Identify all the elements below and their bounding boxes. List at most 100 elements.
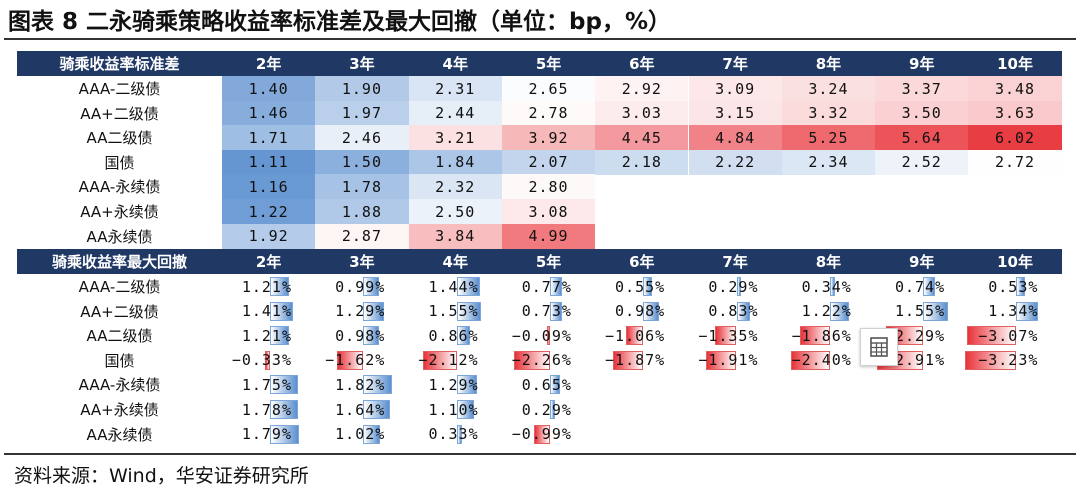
- drawdown-value: 0.98%: [615, 302, 666, 321]
- drawdown-value: 1.21%: [241, 326, 292, 345]
- positive-data-bar: [1016, 277, 1025, 296]
- drawdown-value: 0.74%: [894, 277, 946, 296]
- column-header: 3年: [349, 253, 375, 271]
- column-header: 5年: [535, 253, 562, 271]
- drawdown-value: 1.21%: [241, 277, 292, 296]
- positive-data-bar: [456, 424, 462, 444]
- negative-data-bar: [714, 326, 737, 346]
- heat-cell: 2.44: [408, 100, 502, 126]
- positive-data-bar: [363, 326, 379, 346]
- heat-cell: [689, 199, 782, 224]
- heat-cell: 3.08: [501, 199, 596, 224]
- table-header-row: 骑乘收益率标准差 2年 3年 4年 5年 6年 7年 8年 9年 10年: [17, 51, 1062, 76]
- row-label: AAA-永续债: [78, 178, 161, 197]
- drawdown-value: −2.12%: [418, 351, 479, 370]
- drawdown-value: 1.22%: [801, 302, 852, 321]
- heat-cell: 3.37: [875, 76, 969, 101]
- heat-cell: 1.78: [315, 174, 409, 200]
- table-row: AA永续债 1.92 2.87 3.84 4.99: [17, 223, 1062, 249]
- drawdown-value: 1.29%: [428, 375, 479, 394]
- drawdown-value: 0.98%: [335, 326, 386, 345]
- heat-cell: 4.99: [501, 223, 596, 249]
- heat-cell: 3.03: [595, 100, 689, 126]
- drawdown-value: −1.87%: [605, 351, 666, 370]
- negative-data-bar: [513, 350, 550, 370]
- drawdown-value: 0.99%: [335, 277, 386, 296]
- drawdown-value: 1.02%: [335, 425, 386, 444]
- positive-data-bar: [363, 400, 390, 419]
- heat-cell: 1.97: [315, 100, 409, 126]
- positive-data-bar: [456, 326, 471, 346]
- positive-data-bar: [270, 301, 293, 321]
- drawdown-value: −2.91%: [884, 351, 946, 370]
- heat-cell: 3.48: [968, 76, 1062, 101]
- drawdown-value: −2.40%: [791, 351, 852, 370]
- drawdown-value: 1.34%: [988, 302, 1039, 321]
- heat-cell: 1.16: [222, 174, 316, 200]
- positive-data-bar: [549, 301, 562, 321]
- figure-title: 图表 8 二永骑乘策略收益率标准差及最大回撤（单位：bp，%）: [8, 9, 671, 35]
- drawdown-value: −1.06%: [605, 326, 666, 345]
- positive-data-bar: [829, 301, 850, 321]
- column-header: 10年: [997, 55, 1033, 73]
- row-label: AA+永续债: [80, 401, 159, 419]
- negative-data-bar: [534, 424, 550, 444]
- positive-data-bar: [270, 424, 299, 444]
- heat-cell: [875, 174, 968, 199]
- table-row: AA+永续债 1.78% 1.64% 1.10% 0.29%: [17, 397, 1062, 422]
- heat-cell: 3.21: [408, 125, 502, 151]
- column-header: 4年: [442, 253, 468, 271]
- header-label: 骑乘收益率标准差: [59, 55, 180, 73]
- positive-data-bar: [456, 400, 475, 419]
- negative-data-bar: [626, 326, 644, 346]
- positive-data-bar: [456, 301, 482, 321]
- drawdown-value: 0.33%: [428, 425, 479, 444]
- table-row: AA+永续债 1.22 1.88 2.50 3.08: [17, 199, 1062, 224]
- heat-cell: 2.46: [315, 125, 409, 151]
- table-row: AAA-二级债 1.40 1.90 2.31 2.65 2.92 3.09 3.24 3.37 3…: [17, 76, 1062, 101]
- heat-cell: 5.64: [875, 125, 969, 151]
- drawdown-value: 1.10%: [428, 400, 479, 419]
- heat-cell: 3.32: [781, 100, 876, 126]
- drawdown-value: 0.65%: [521, 375, 572, 394]
- heat-cell: 2.87: [315, 223, 409, 249]
- heat-cell: [595, 199, 688, 224]
- table-grid-icon[interactable]: [860, 328, 898, 366]
- positive-data-bar: [363, 424, 380, 444]
- heat-cell: 3.92: [501, 125, 596, 151]
- negative-data-bar: [800, 326, 830, 346]
- heat-cell: 2.32: [408, 174, 502, 200]
- bottom-rule: [4, 453, 1076, 455]
- negative-data-bar: [546, 326, 550, 346]
- heat-cell: 1.11: [222, 149, 316, 175]
- heat-cell: 1.22: [222, 199, 316, 224]
- heat-cell: 1.84: [408, 149, 502, 175]
- table-row: AA二级债 1.21% 0.98% 0.86% −0.09% −1.06% −1.35% −1…: [17, 323, 1062, 348]
- drawdown-value: 0.55%: [615, 277, 666, 296]
- heat-cell: [782, 199, 875, 224]
- positive-data-bar: [643, 301, 659, 321]
- negative-data-bar: [705, 350, 737, 370]
- heat-cell: [595, 224, 688, 249]
- drawdown-value: −3.07%: [978, 326, 1039, 345]
- drawdown-value: 1.29%: [335, 302, 386, 321]
- heat-cell: 1.40: [222, 76, 316, 101]
- row-label: AA二级债: [86, 129, 153, 148]
- table-row: AA+二级债 1.46 1.97 2.44 2.78 3.03 3.15 3.32 3.50 3.…: [17, 100, 1062, 126]
- drawdown-value: 0.73%: [521, 302, 572, 321]
- heat-cell: 3.15: [688, 100, 782, 126]
- positive-data-bar: [923, 277, 935, 296]
- positive-data-bar: [363, 301, 384, 321]
- top-rule: [4, 38, 1076, 40]
- column-header: 3年: [349, 55, 375, 73]
- negative-data-bar: [967, 326, 1017, 346]
- negative-data-bar: [964, 350, 1017, 370]
- heat-cell: [968, 199, 1061, 224]
- positive-data-bar: [549, 277, 563, 296]
- heat-cell: [595, 174, 688, 199]
- drawdown-value: −2.29%: [884, 326, 946, 345]
- source-note: 资料来源：Wind，华安证券研究所: [14, 465, 309, 487]
- row-label: AA永续债: [86, 227, 153, 246]
- heat-cell: 4.45: [595, 125, 689, 151]
- drawdown-value: 1.41%: [241, 302, 292, 321]
